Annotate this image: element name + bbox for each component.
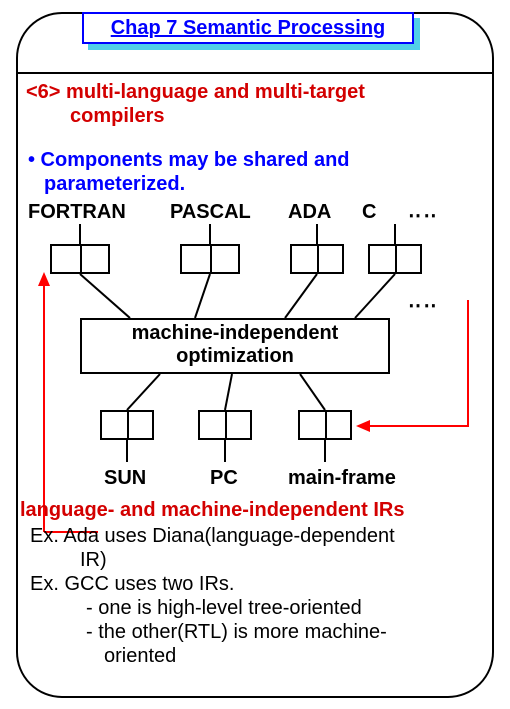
optimization-box: machine-independent optimization (80, 318, 390, 374)
backend-box-mainframe (298, 410, 352, 440)
line-ada (316, 224, 318, 244)
header-divider (18, 72, 492, 74)
footer-ir-heading: language- and machine-independent IRs (20, 498, 405, 522)
target-label-pc: PC (210, 466, 238, 490)
bullet-line1: • Components may be shared and (28, 148, 350, 172)
slide-title: Chap 7 Semantic Processing (82, 12, 414, 44)
bullet-line2: parameterized. (44, 172, 185, 196)
section-heading-line1: <6> multi-language and multi-target (26, 80, 365, 104)
slide-page: Chap 7 Semantic Processing <6> multi-lan… (0, 0, 510, 709)
footer-line4: Ex. GCC uses two IRs. (30, 572, 235, 596)
dots-mid: ‥‥ (408, 288, 439, 313)
target-label-sun: SUN (104, 466, 146, 490)
target-label-mainframe: main-frame (288, 466, 396, 490)
line-fortran (79, 224, 81, 244)
frontend-box-c (368, 244, 422, 274)
optimization-box-line1: machine-independent (82, 322, 388, 345)
lang-label-fortran: FORTRAN (28, 200, 126, 224)
footer-line5: - one is high-level tree-oriented (86, 596, 362, 620)
frontend-box-pascal (180, 244, 240, 274)
footer-line3: IR) (80, 548, 107, 572)
footer-line7: oriented (104, 644, 176, 668)
backend-box-sun (100, 410, 154, 440)
line-sun (126, 440, 128, 462)
footer-line2: Ex. Ada uses Diana(language-dependent (30, 524, 395, 548)
frontend-box-ada (290, 244, 344, 274)
dots-top: ‥‥ (408, 198, 439, 223)
lang-label-c: C (362, 200, 376, 224)
section-heading-line2: compilers (70, 104, 164, 128)
frontend-box-fortran (50, 244, 110, 274)
backend-box-pc (198, 410, 252, 440)
line-pascal (209, 224, 211, 244)
footer-line6: - the other(RTL) is more machine- (86, 620, 387, 644)
lang-label-ada: ADA (288, 200, 331, 224)
line-pc (224, 440, 226, 462)
line-c (394, 224, 396, 244)
lang-label-pascal: PASCAL (170, 200, 251, 224)
line-mf (324, 440, 326, 462)
optimization-box-line2: optimization (82, 345, 388, 368)
